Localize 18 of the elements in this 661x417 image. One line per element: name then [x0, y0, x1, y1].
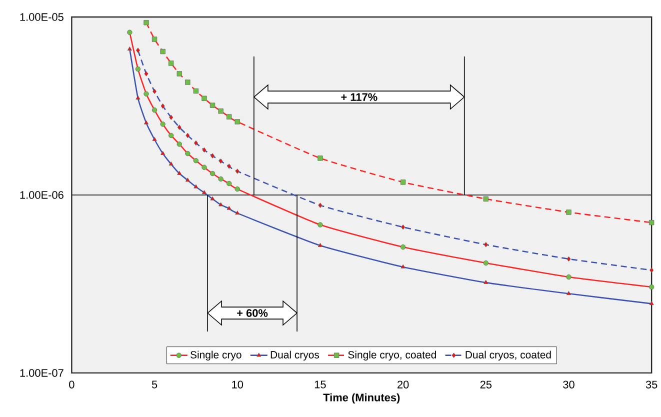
x-tick-label: 5 [152, 380, 158, 388]
legend-label: Single cryo, coated [348, 350, 436, 361]
y-tick-label: 1.00E-06 [20, 191, 64, 199]
y-tick-label: 1.00E-07 [20, 369, 64, 377]
x-tick-label: 10 [232, 380, 244, 388]
x-tick-label: 30 [563, 380, 574, 388]
annotation: + 60% [237, 309, 268, 317]
y-tick-label: 1.00E-05 [20, 13, 64, 21]
x-tick-label: 35 [646, 380, 658, 388]
x-tick-label: 25 [480, 380, 492, 388]
x-tick-label: 15 [314, 380, 326, 388]
x-tick-label: 20 [398, 380, 409, 388]
annotation: + 117% [341, 93, 378, 101]
legend-label: Dual cryos [270, 350, 320, 361]
legend-label: Dual cryos, coated [466, 350, 551, 361]
x-tick-label: 0 [69, 380, 74, 388]
legend-label: Single cryo [190, 350, 242, 361]
x-axis-title: Time (Minutes) [323, 393, 400, 404]
